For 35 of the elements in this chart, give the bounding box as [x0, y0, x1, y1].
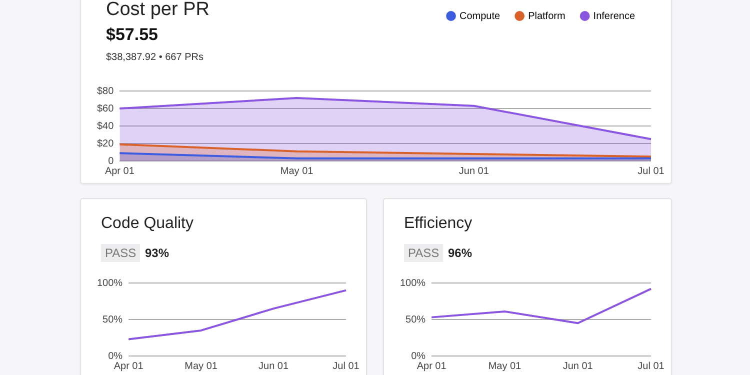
y-tick-label: 0 — [108, 156, 114, 167]
y-tick-label: $60 — [96, 103, 114, 114]
x-tick-label: Apr 01 — [416, 360, 447, 372]
x-tick-label: Jun 01 — [458, 166, 490, 177]
x-tick-label: May 01 — [488, 360, 522, 372]
chart-title: Code Quality — [101, 215, 194, 233]
x-tick-label: Jun 01 — [562, 360, 594, 372]
legend-label: Inference — [593, 10, 636, 22]
text: 96% — [448, 246, 472, 260]
y-tick-label: $20 — [96, 138, 114, 150]
text: $38,387.92 • 667 PRs — [106, 52, 204, 63]
text: 93% — [145, 246, 170, 260]
y-tick-label: 0% — [108, 350, 123, 362]
y-tick-label: $40 — [96, 120, 114, 132]
y-tick-label: 100% — [97, 278, 123, 289]
x-tick-label: May 01 — [184, 360, 218, 372]
legend-label: Compute — [460, 10, 501, 22]
x-tick-label: Apr 01 — [114, 360, 144, 372]
x-tick-label: Jul 01 — [332, 360, 360, 372]
y-tick-label: $80 — [96, 86, 114, 97]
x-tick-label: May 01 — [280, 166, 314, 177]
chart-title: Efficiency — [404, 215, 472, 233]
y-tick-label: 0% — [411, 350, 426, 362]
x-tick-label: Jun 01 — [258, 360, 289, 372]
y-tick-label: 50% — [102, 314, 123, 326]
chart-title: Cost per PR — [106, 0, 210, 21]
x-tick-label: Jul 01 — [638, 360, 665, 372]
y-tick-label: 50% — [406, 314, 426, 326]
text: PASS — [404, 244, 444, 262]
text: PASS — [101, 244, 140, 262]
legend-label: Platform — [528, 10, 566, 22]
chart-subtitle: $57.55 — [106, 25, 158, 45]
x-tick-label: Apr 01 — [104, 166, 135, 177]
y-tick-label: 100% — [400, 278, 426, 289]
x-tick-label: Jul 01 — [638, 166, 665, 177]
